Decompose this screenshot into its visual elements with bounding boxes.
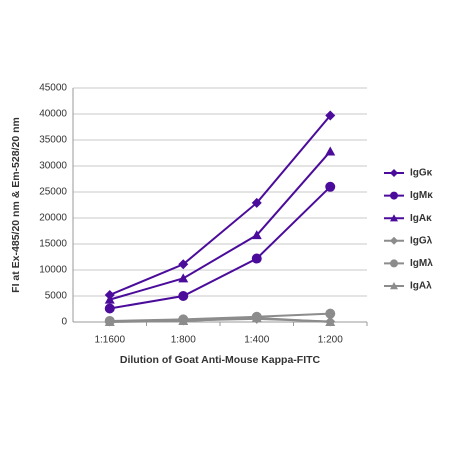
marker [178, 259, 189, 270]
marker [178, 315, 189, 326]
marker [390, 259, 398, 268]
marker [178, 273, 189, 283]
y-tick-label: 15000 [39, 239, 67, 250]
y-tick-label: 30000 [39, 161, 67, 172]
marker [325, 308, 336, 319]
y-tick-label: 25000 [39, 187, 67, 198]
legend-label: IgMκ [410, 190, 433, 201]
x-tick-label: 1:1600 [94, 335, 125, 346]
x-tick-label: 1:200 [318, 335, 343, 346]
y-axis-label: FI at Ex-485/20 nm & Em-528/20 nm [10, 117, 22, 293]
series-line [109, 150, 332, 301]
series-line [109, 114, 332, 296]
marker [390, 191, 398, 200]
y-tick-label: 10000 [39, 265, 67, 276]
y-tick-label: 20000 [39, 213, 67, 224]
series-line [109, 186, 331, 310]
marker [251, 230, 262, 240]
marker [390, 214, 398, 222]
marker [390, 236, 398, 245]
marker [390, 169, 398, 177]
marker [251, 313, 262, 324]
marker [325, 146, 336, 156]
y-tick-label: 45000 [39, 83, 67, 94]
marker [325, 181, 336, 192]
y-tick-label: 35000 [39, 135, 67, 146]
legend-label: IgGκ [410, 168, 433, 179]
y-tick-label: 5000 [45, 291, 68, 302]
legend-label: IgAκ [410, 213, 432, 224]
marker [178, 291, 189, 301]
marker [104, 303, 115, 314]
legend-label: IgMλ [410, 258, 433, 269]
y-tick-label: 40000 [39, 109, 67, 120]
legend-label: IgAλ [410, 281, 432, 292]
marker [104, 289, 115, 300]
marker [325, 110, 336, 121]
marker [251, 253, 262, 264]
x-tick-label: 1:800 [171, 335, 196, 346]
marker [104, 316, 115, 327]
x-tick-label: 1:400 [244, 335, 269, 346]
marker [251, 197, 262, 208]
y-tick-label: 0 [61, 317, 67, 328]
legend-label: IgGλ [410, 235, 433, 246]
x-axis-label: Dilution of Goat Anti-Mouse Kappa-FITC [120, 354, 321, 366]
series-line [109, 317, 331, 323]
marker [390, 282, 398, 290]
marker [325, 316, 336, 327]
